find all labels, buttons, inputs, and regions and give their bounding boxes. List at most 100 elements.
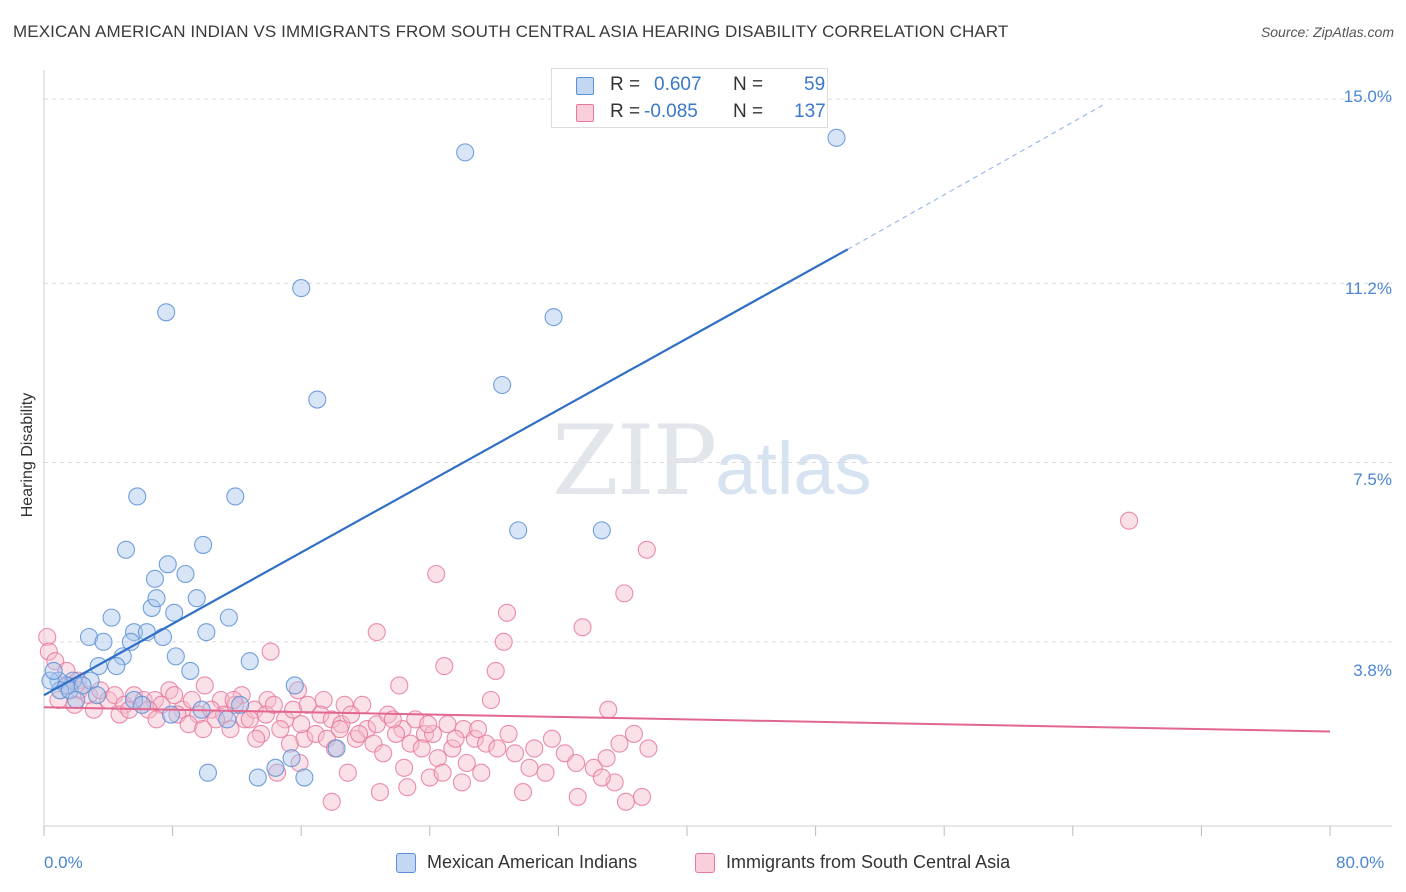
stats-legend: R = 0.607 N = 59 R = -0.085 N = 137 (551, 68, 828, 128)
point-immigrants-south-central-asia (536, 763, 555, 782)
point-immigrants-south-central-asia (295, 729, 314, 748)
point-immigrants-south-central-asia (520, 758, 539, 777)
point-immigrants-south-central-asia (452, 773, 472, 792)
point-mexican-american-indians (308, 390, 327, 409)
stat-r-value: -0.085 (644, 101, 698, 122)
point-immigrants-south-central-asia (499, 724, 518, 743)
point-immigrants-south-central-asia (311, 705, 330, 724)
point-immigrants-south-central-asia (245, 700, 264, 719)
point-mexican-american-indians (282, 749, 301, 768)
point-immigrants-south-central-asia (105, 686, 124, 705)
point-mexican-american-indians (145, 569, 164, 588)
point-immigrants-south-central-asia (264, 695, 283, 714)
point-mexican-american-indians (133, 695, 152, 714)
point-mexican-american-indians (509, 521, 528, 540)
point-mexican-american-indians (197, 623, 216, 642)
point-immigrants-south-central-asia (472, 763, 491, 782)
point-immigrants-south-central-asia (386, 724, 406, 743)
point-immigrants-south-central-asia (160, 681, 179, 700)
stat-r-value: 0.607 (654, 74, 702, 95)
trend-line-blue-extension (847, 103, 1106, 250)
point-immigrants-south-central-asia (194, 720, 213, 739)
point-mexican-american-indians (198, 763, 218, 782)
point-immigrants-south-central-asia (292, 715, 311, 734)
point-immigrants-south-central-asia (298, 695, 317, 714)
swatch-blue (576, 77, 594, 95)
point-mexican-american-indians (181, 661, 200, 680)
watermark: ZIPatlas (552, 405, 872, 517)
point-immigrants-south-central-asia (280, 734, 299, 753)
legend-label: Mexican American Indians (427, 852, 638, 872)
point-immigrants-south-central-asia (477, 734, 496, 753)
point-immigrants-south-central-asia (592, 768, 611, 787)
point-immigrants-south-central-asia (494, 632, 513, 651)
point-immigrants-south-central-asia (346, 729, 365, 748)
x-tick-label-max: 80.0% (1336, 853, 1385, 872)
point-mexican-american-indians (219, 608, 238, 627)
point-immigrants-south-central-asia (465, 729, 484, 748)
y-tick-label: 7.5% (1353, 470, 1392, 489)
point-immigrants-south-central-asia (374, 744, 393, 763)
point-immigrants-south-central-asia (542, 729, 562, 748)
point-immigrants-south-central-asia (221, 720, 240, 739)
stat-r-label: R = (610, 101, 641, 122)
point-mexican-american-indians (295, 768, 314, 787)
point-mexican-american-indians (544, 308, 563, 327)
point-immigrants-south-central-asia (38, 627, 57, 647)
point-immigrants-south-central-asia (481, 690, 500, 710)
point-immigrants-south-central-asia (390, 676, 409, 695)
stat-n-value: 137 (794, 101, 826, 122)
point-immigrants-south-central-asia (567, 753, 586, 773)
point-mexican-american-indians (327, 739, 346, 758)
point-immigrants-south-central-asia (412, 739, 431, 758)
point-mexican-american-indians (218, 710, 237, 729)
point-immigrants-south-central-asia (338, 763, 357, 782)
point-immigrants-south-central-asia (419, 715, 438, 734)
point-immigrants-south-central-asia (468, 720, 488, 739)
point-immigrants-south-central-asia (497, 603, 517, 622)
point-mexican-american-indians (231, 695, 250, 714)
watermark-atlas: atlas (715, 427, 872, 510)
point-mexican-american-indians (176, 564, 195, 584)
watermark-zip: ZIP (552, 405, 717, 517)
stat-n-label: N = (733, 101, 764, 122)
legend-swatch-blue (396, 853, 416, 873)
point-immigrants-south-central-asia (330, 720, 349, 739)
point-immigrants-south-central-asia (573, 618, 592, 637)
point-immigrants-south-central-asia (39, 642, 58, 661)
point-mexican-american-indians (456, 143, 475, 162)
y-tick-label: 3.8% (1353, 661, 1392, 680)
point-immigrants-south-central-asia (599, 700, 618, 719)
point-immigrants-south-central-asia (427, 564, 446, 584)
point-mexican-american-indians (240, 652, 259, 671)
point-immigrants-south-central-asia (610, 734, 629, 753)
point-immigrants-south-central-asia (240, 710, 259, 729)
point-mexican-american-indians (128, 487, 147, 506)
point-immigrants-south-central-asia (639, 739, 658, 758)
point-mexican-american-indians (116, 540, 136, 559)
point-immigrants-south-central-asia (147, 710, 166, 729)
point-immigrants-south-central-asia (597, 749, 616, 768)
legend-swatch-pink (695, 853, 715, 873)
y-tick-label: 11.2% (1345, 279, 1392, 298)
point-immigrants-south-central-asia (435, 657, 454, 676)
point-immigrants-south-central-asia (513, 783, 533, 802)
point-immigrants-south-central-asia (457, 753, 476, 773)
trend-line-blue (43, 248, 849, 697)
point-mexican-american-indians (165, 603, 184, 622)
point-mexican-american-indians (124, 623, 144, 642)
point-mexican-american-indians (67, 690, 86, 710)
point-immigrants-south-central-asia (306, 724, 325, 743)
point-immigrants-south-central-asia (433, 763, 452, 782)
point-immigrants-south-central-asia (395, 758, 414, 777)
point-immigrants-south-central-asia (615, 584, 634, 603)
point-mexican-american-indians (87, 686, 107, 705)
point-mexican-american-indians (94, 632, 113, 651)
point-immigrants-south-central-asia (261, 642, 280, 661)
point-immigrants-south-central-asia (632, 787, 652, 806)
point-immigrants-south-central-asia (401, 734, 420, 753)
point-immigrants-south-central-asia (84, 700, 103, 719)
stat-n-label: N = (733, 74, 764, 95)
point-immigrants-south-central-asia (443, 739, 462, 758)
point-immigrants-south-central-asia (251, 724, 271, 743)
